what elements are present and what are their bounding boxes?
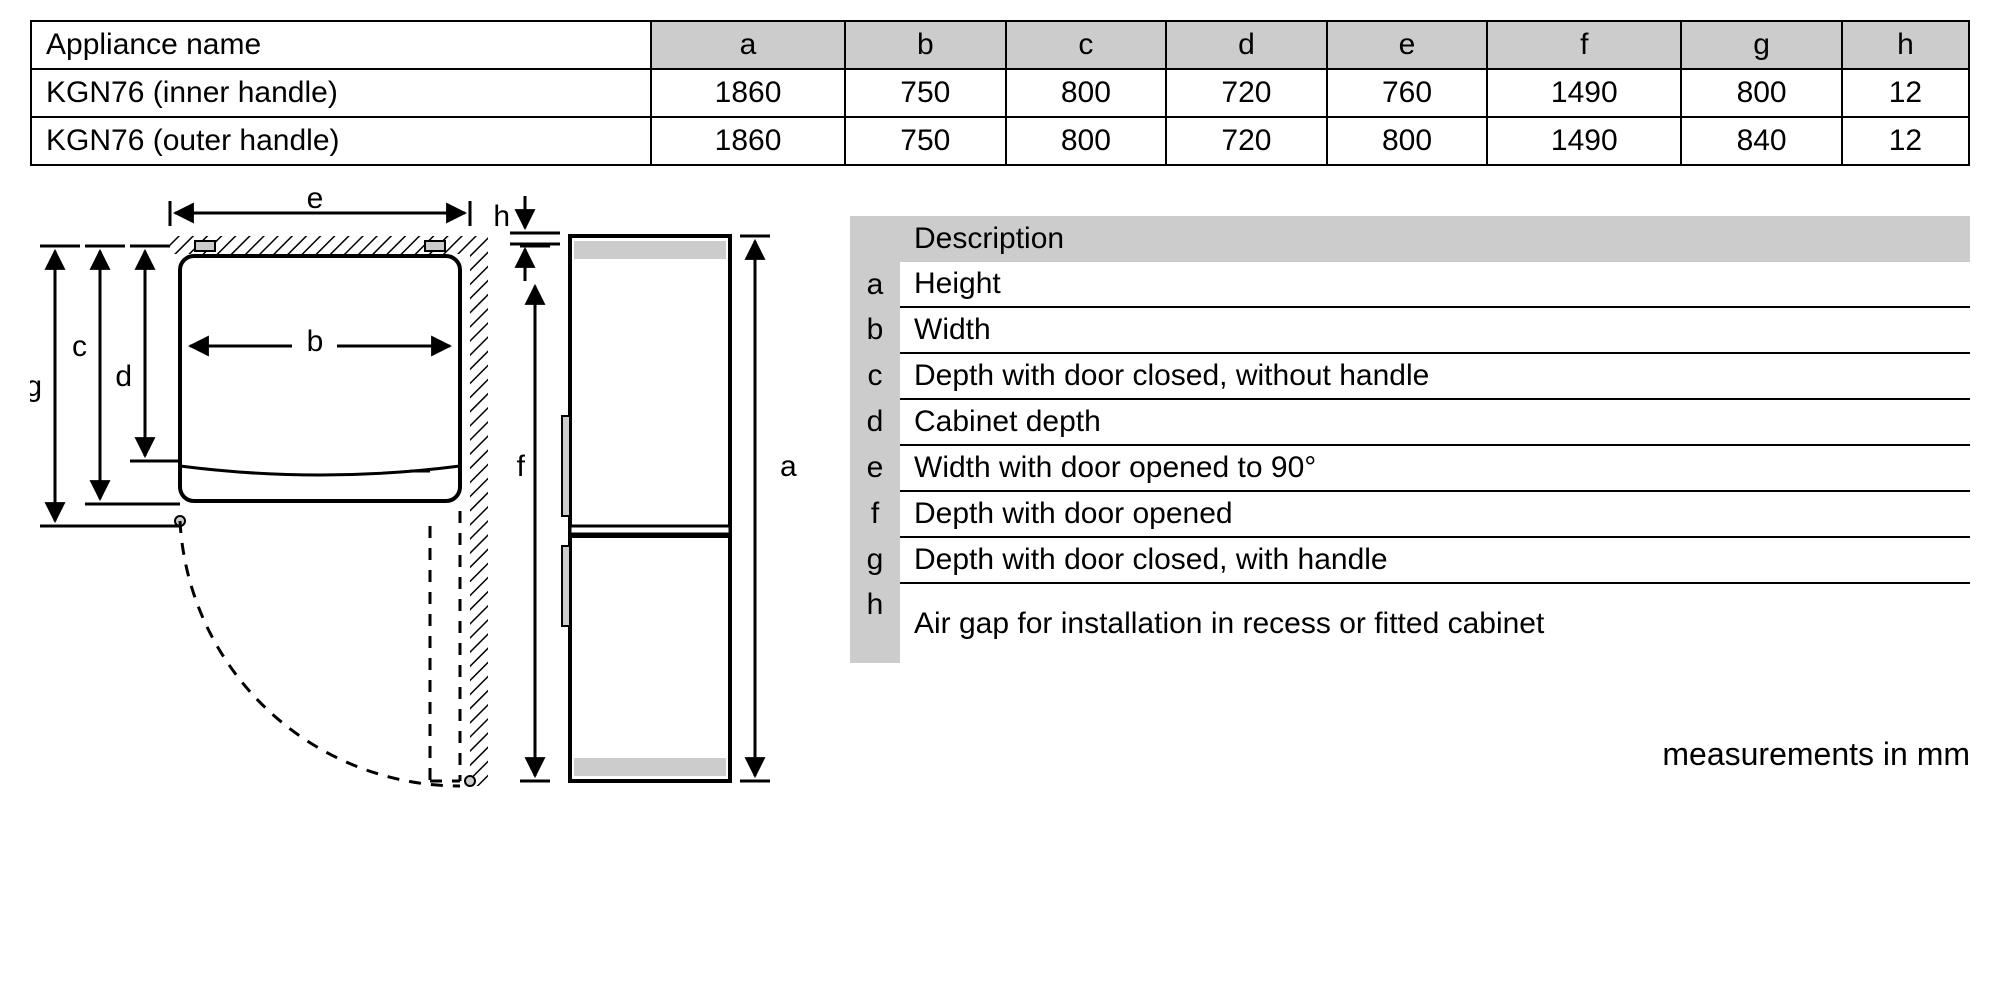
row0-d: 720: [1166, 69, 1327, 117]
row0-a: 1860: [651, 69, 845, 117]
dim-label-b: b: [307, 325, 324, 358]
desc-key-d: d: [850, 399, 900, 445]
row1-g: 840: [1681, 117, 1842, 165]
row0-b: 750: [845, 69, 1006, 117]
desc-key-b: b: [850, 307, 900, 353]
row0-name: KGN76 (inner handle): [31, 69, 651, 117]
dim-label-f: f: [517, 450, 526, 483]
row1-h: 12: [1842, 117, 1969, 165]
desc-text-g: Depth with door closed, with handle: [900, 537, 1970, 583]
desc-text-f: Depth with door opened: [900, 491, 1970, 537]
row1-b: 750: [845, 117, 1006, 165]
row1-a: 1860: [651, 117, 845, 165]
row1-name: KGN76 (outer handle): [31, 117, 651, 165]
header-e: e: [1327, 21, 1488, 69]
row0-c: 800: [1006, 69, 1167, 117]
desc-header: Description: [900, 216, 1970, 262]
dim-label-h: h: [493, 200, 510, 233]
header-h: h: [1842, 21, 1969, 69]
desc-text-c: Depth with door closed, without handle: [900, 353, 1970, 399]
dim-label-a: a: [780, 450, 797, 483]
desc-key-e: e: [850, 445, 900, 491]
desc-text-e: Width with door opened to 90°: [900, 445, 1970, 491]
desc-text-a: Height: [900, 262, 1970, 307]
desc-text-b: Width: [900, 307, 1970, 353]
dim-label-c: c: [72, 330, 87, 363]
table-row: KGN76 (outer handle) 1860 750 800 720 80…: [31, 117, 1969, 165]
header-d: d: [1166, 21, 1327, 69]
row1-c: 800: [1006, 117, 1167, 165]
dim-label-g: g: [30, 370, 42, 403]
desc-text-d: Cabinet depth: [900, 399, 1970, 445]
row0-f: 1490: [1487, 69, 1681, 117]
row1-d: 720: [1166, 117, 1327, 165]
description-table: Description aHeight bWidth cDepth with d…: [850, 216, 1970, 663]
desc-text-h: Air gap for installation in recess or fi…: [900, 583, 1970, 663]
header-g: g: [1681, 21, 1842, 69]
dimensions-table: Appliance name a b c d e f g h KGN76 (in…: [30, 20, 1970, 166]
desc-key-g: g: [850, 537, 900, 583]
header-b: b: [845, 21, 1006, 69]
desc-key-c: c: [850, 353, 900, 399]
desc-key-f: f: [850, 491, 900, 537]
desc-key-h: h: [850, 583, 900, 663]
description-panel: Description aHeight bWidth cDepth with d…: [850, 186, 1970, 663]
header-a: a: [651, 21, 845, 69]
row0-g: 800: [1681, 69, 1842, 117]
footnote-units: measurements in mm: [1662, 736, 1970, 773]
row0-e: 760: [1327, 69, 1488, 117]
row0-h: 12: [1842, 69, 1969, 117]
desc-key-a: a: [850, 262, 900, 307]
dim-label-e: e: [307, 186, 324, 215]
technical-diagram: e b g c d: [30, 186, 810, 806]
header-f: f: [1487, 21, 1681, 69]
table-row: KGN76 (inner handle) 1860 750 800 720 76…: [31, 69, 1969, 117]
dim-label-d: d: [115, 360, 132, 393]
header-c: c: [1006, 21, 1167, 69]
row1-e: 800: [1327, 117, 1488, 165]
header-appliance-name: Appliance name: [31, 21, 651, 69]
row1-f: 1490: [1487, 117, 1681, 165]
